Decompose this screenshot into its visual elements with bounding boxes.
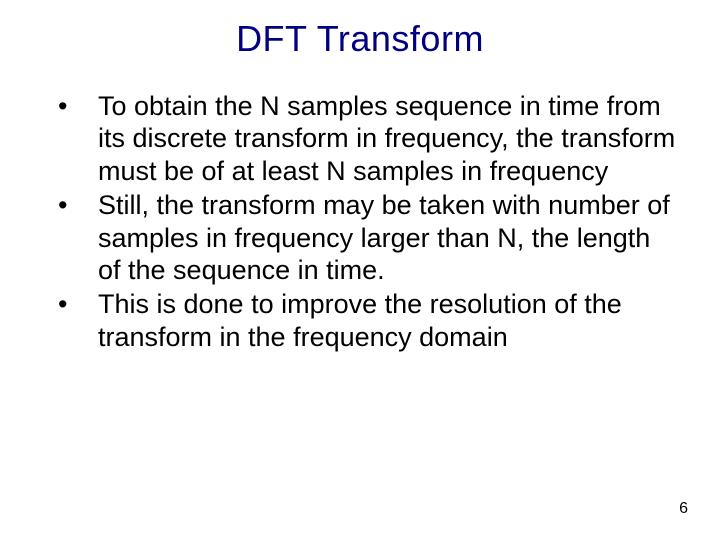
slide-title: DFT Transform xyxy=(40,18,680,60)
page-number: 6 xyxy=(679,500,688,518)
slide-container: DFT Transform To obtain the N samples se… xyxy=(0,0,720,540)
bullet-item: Still, the transform may be taken with n… xyxy=(58,189,680,286)
bullet-item: This is done to improve the resolution o… xyxy=(58,288,680,353)
bullet-item: To obtain the N samples sequence in time… xyxy=(58,90,680,187)
bullet-list: To obtain the N samples sequence in time… xyxy=(40,90,680,353)
